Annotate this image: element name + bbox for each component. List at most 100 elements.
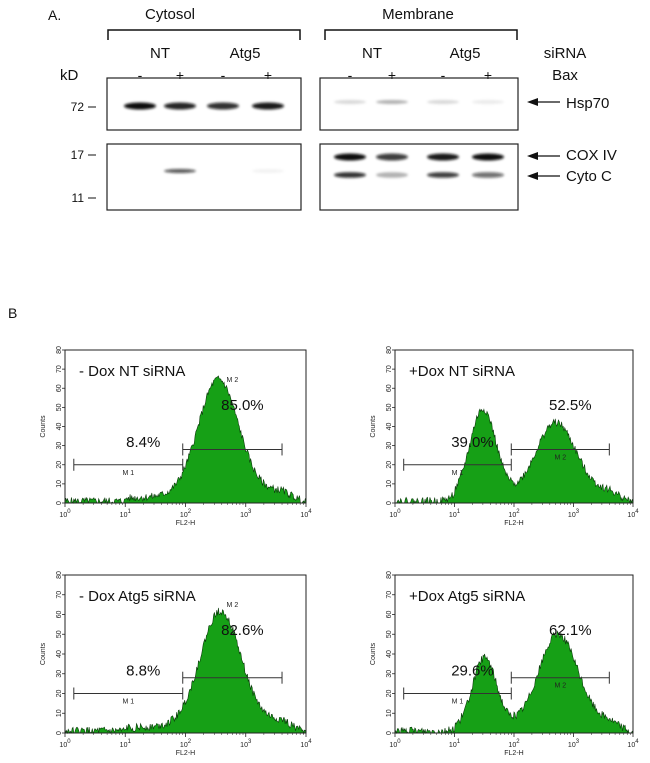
y-axis-label: Counts: [40, 415, 47, 438]
cytosol-hsp70-band: [252, 102, 284, 110]
gate-percent: 39.0%: [451, 434, 494, 451]
y-tick-label: 80: [386, 571, 393, 579]
panel-b-label: B: [8, 305, 17, 321]
histogram-2: 0 10 20 30 40 50 60 70 80 Counts 100 101 102 103 104 FL…: [370, 346, 639, 527]
y-tick-label: 10: [386, 480, 393, 488]
bax-sign: +: [484, 67, 492, 83]
gate-m2: M 2 85.0%: [182, 377, 283, 456]
gate-name: M 2: [554, 454, 566, 461]
x-tick-label: 104: [627, 739, 639, 749]
x-axis-label: FL2-H: [504, 750, 523, 757]
histogram-title: - Dox NT siRNA: [79, 363, 185, 380]
y-tick-label: 80: [56, 346, 63, 354]
gate-name: M 1: [122, 470, 134, 477]
x-tick-label: 103: [240, 739, 252, 749]
group-cytosol: Cytosol: [145, 6, 195, 23]
x-tick-label: 100: [389, 739, 401, 749]
y-axis-label: Counts: [370, 642, 377, 665]
arrow-icon: [527, 98, 560, 106]
membrane-hsp70-band: [472, 100, 504, 104]
blot-membrane-low: [319, 143, 519, 211]
x-tick-label: 102: [508, 509, 520, 519]
protein-coxiv: COX IV: [566, 147, 617, 164]
x-tick-label: 101: [120, 509, 132, 519]
y-tick-label: 20: [56, 461, 63, 469]
membrane-coxiv-band: [376, 153, 408, 161]
x-tick-label: 104: [627, 509, 639, 519]
y-tick-label: 80: [386, 346, 393, 354]
y-tick-label: 10: [56, 709, 63, 717]
x-tick-label: 100: [59, 509, 71, 519]
gate-name: M 1: [452, 699, 464, 706]
y-tick-label: 50: [386, 403, 393, 411]
y-tick-label: 10: [56, 480, 63, 488]
cytosol-atg5: Atg5: [230, 45, 261, 62]
arrow-icon: [527, 172, 560, 180]
y-tick-label: 70: [56, 365, 63, 373]
y-tick-label: 10: [386, 709, 393, 717]
y-tick-label: 30: [386, 670, 393, 678]
gate-percent: 52.5%: [549, 397, 592, 414]
cytosol-bracket: [107, 29, 301, 40]
membrane-cytoc-band: [427, 172, 459, 178]
membrane-hsp70-band: [427, 100, 459, 104]
x-tick-label: 103: [568, 739, 580, 749]
bax-label: Bax: [552, 67, 578, 84]
x-tick-label: 104: [300, 739, 312, 749]
gate-name: M 1: [122, 699, 134, 706]
sirna-label: siRNA: [544, 45, 587, 62]
histogram-4: 0 10 20 30 40 50 60 70 80 Counts 100 101 102 103 104 FL…: [370, 571, 639, 757]
membrane-hsp70-band: [376, 100, 408, 104]
bax-sign: -: [348, 67, 353, 83]
bax-sign: -: [441, 67, 446, 83]
cytosol-cytoc-band: [252, 169, 284, 173]
gate-m2: M 2 82.6%: [182, 602, 283, 684]
y-tick-label: 40: [386, 650, 393, 658]
membrane-coxiv-band: [472, 153, 504, 161]
y-tick-label: 80: [56, 571, 63, 579]
y-tick-label: 40: [56, 423, 63, 431]
gate-percent: 62.1%: [549, 622, 592, 639]
y-tick-label: 50: [56, 630, 63, 638]
x-axis-label: FL2-H: [176, 520, 195, 527]
membrane-cytoc-band: [472, 172, 504, 178]
x-tick-label: 100: [59, 739, 71, 749]
cytosol-hsp70-band: [207, 102, 239, 110]
histogram-area: [64, 607, 307, 735]
y-tick-label: 0: [56, 731, 63, 735]
y-tick-label: 70: [56, 591, 63, 599]
blot-membrane-hsp70: [319, 77, 519, 131]
membrane-coxiv-band: [427, 153, 459, 161]
bax-sign: -: [221, 67, 226, 83]
panel-a-label: A.: [48, 7, 61, 23]
gate-m1: M 1 39.0%: [403, 434, 512, 477]
marker-72: 72: [71, 100, 85, 114]
gate-percent: 8.8%: [126, 663, 160, 680]
marker-17: 17: [71, 148, 85, 162]
cytosol-hsp70-band: [124, 102, 156, 110]
bax-sign: +: [264, 67, 272, 83]
arrow-icon: [527, 152, 560, 160]
membrane-atg5: Atg5: [450, 45, 481, 62]
y-tick-label: 0: [56, 501, 63, 505]
y-tick-label: 0: [386, 731, 393, 735]
bax-sign: -: [138, 67, 143, 83]
y-axis-label: Counts: [40, 642, 47, 665]
bax-sign: +: [176, 67, 184, 83]
x-tick-label: 103: [568, 509, 580, 519]
gate-name: M 1: [452, 470, 464, 477]
protein-cytoc: Cyto C: [566, 168, 612, 185]
gate-percent: 85.0%: [221, 397, 264, 414]
y-tick-label: 50: [56, 403, 63, 411]
histogram-area: [395, 408, 634, 505]
gate-m2: M 2 62.1%: [510, 622, 610, 690]
y-tick-label: 0: [386, 501, 393, 505]
histogram-1: 0 10 20 30 40 50 60 70 80 Counts 100 101 102 103 104 FL…: [40, 346, 312, 527]
gate-name: M 2: [554, 683, 566, 690]
x-tick-label: 101: [120, 739, 132, 749]
x-tick-label: 102: [180, 739, 192, 749]
x-tick-label: 100: [389, 509, 401, 519]
y-tick-label: 20: [386, 461, 393, 469]
y-tick-label: 30: [56, 442, 63, 450]
